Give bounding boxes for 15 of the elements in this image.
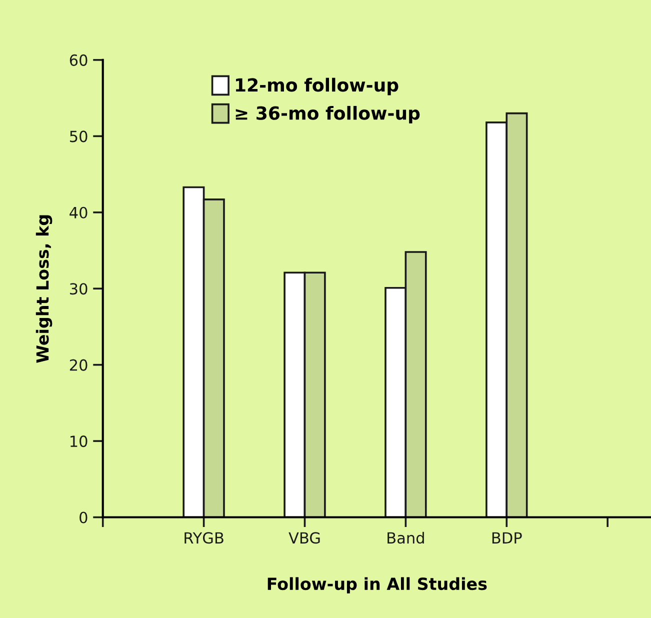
x-tick-label: BDP <box>492 532 522 544</box>
x-axis-title: Follow-up in All Studies <box>268 577 487 594</box>
x-tick-label: VBG <box>288 532 320 544</box>
y-tick-label: 10 <box>70 436 88 448</box>
legend-label: 12-mo follow-up <box>236 78 398 96</box>
y-axis-title: Weight Loss, kg <box>36 215 52 363</box>
y-tick-label: 20 <box>70 359 88 371</box>
y-tick-label: 0 <box>80 512 88 524</box>
y-tick-label: 60 <box>70 54 88 66</box>
x-tick-label: RYGB <box>184 532 224 544</box>
x-tick-label: Band <box>388 532 424 544</box>
y-tick-label: 30 <box>70 283 88 295</box>
y-tick-label: 50 <box>70 130 88 142</box>
legend-label: ≥ 36-mo follow-up <box>236 106 420 124</box>
y-tick-label: 40 <box>70 206 88 218</box>
